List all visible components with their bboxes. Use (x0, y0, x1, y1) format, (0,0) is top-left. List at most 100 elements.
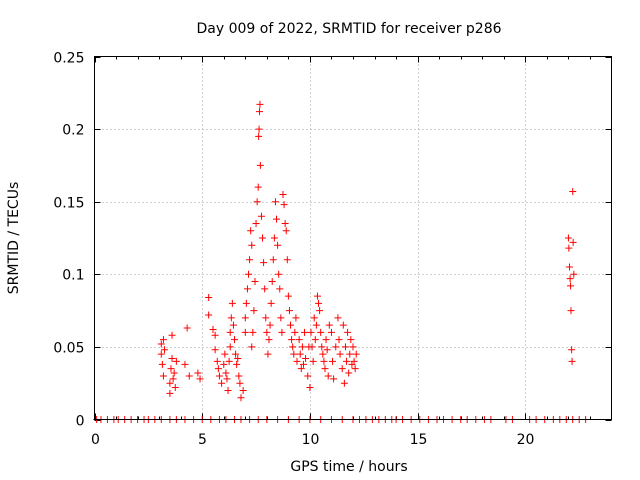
data-point (183, 324, 191, 332)
y-axis-label: SRMTID / TECUs (6, 182, 22, 295)
data-point (222, 369, 230, 377)
data-point (280, 201, 288, 209)
data-point (271, 198, 279, 206)
data-point (319, 350, 327, 358)
data-point (226, 328, 234, 336)
data-point (205, 311, 213, 319)
data-point (334, 314, 342, 322)
x-tick-label: 0 (91, 432, 100, 448)
data-point (241, 314, 249, 322)
data-point (329, 357, 337, 365)
data-point (268, 278, 276, 286)
data-point (248, 241, 256, 249)
data-point (323, 346, 331, 354)
data-point (349, 343, 357, 351)
x-tick-labels: 0 5 10 15 20 (91, 432, 534, 448)
data-point (161, 346, 169, 354)
data-point (287, 321, 295, 329)
data-point (347, 336, 355, 344)
data-point (302, 355, 310, 363)
data-point (205, 294, 213, 302)
data-point (324, 372, 332, 380)
data-point (341, 343, 349, 351)
data-point (247, 227, 255, 235)
data-point (185, 372, 193, 380)
data-point (220, 360, 228, 368)
data-point (285, 307, 293, 315)
data-point (322, 336, 330, 344)
data-point (281, 219, 289, 227)
data-point (225, 357, 233, 365)
data-point (252, 219, 260, 227)
y-tick-label: 0.05 (53, 341, 84, 357)
data-point (211, 331, 219, 339)
data-point (564, 234, 572, 242)
chart-title: Day 009 of 2022, SRMTID for receiver p28… (196, 21, 501, 37)
data-point (257, 212, 265, 220)
data-point (159, 372, 167, 380)
data-point (565, 263, 573, 271)
data-point (567, 282, 575, 290)
data-point (310, 314, 318, 322)
data-point (274, 241, 282, 249)
data-point (565, 244, 573, 252)
data-point (292, 314, 300, 322)
data-point (241, 328, 249, 336)
data-point (255, 125, 263, 133)
data-point (270, 234, 278, 242)
data-point (338, 365, 346, 373)
data-point (296, 350, 304, 358)
data-point (289, 343, 297, 351)
data-point (346, 350, 354, 358)
x-tick-label: 20 (517, 432, 535, 448)
data-point (242, 299, 250, 307)
x-tick-label: 10 (302, 432, 320, 448)
data-point (264, 350, 272, 358)
data-point (332, 343, 340, 351)
data-point (269, 256, 277, 264)
data-point (343, 357, 351, 365)
data-point (318, 343, 326, 351)
y-tick-labels: 0 0.05 0.1 0.15 0.2 0.25 (53, 51, 84, 430)
data-point (243, 285, 251, 293)
data-point (350, 357, 358, 365)
data-point (569, 188, 577, 196)
data-point (256, 108, 264, 116)
data-point (248, 343, 256, 351)
data-point (250, 307, 258, 315)
data-point (570, 270, 578, 278)
data-point (298, 343, 306, 351)
y-tick-label: 0 (76, 414, 85, 430)
data-point (277, 314, 285, 322)
y-tick-label: 0.2 (62, 123, 84, 139)
data-point (290, 350, 298, 358)
data-point (158, 360, 166, 368)
data-point (568, 357, 576, 365)
data-point (317, 328, 325, 336)
data-point (259, 234, 267, 242)
data-point (266, 321, 274, 329)
data-point (273, 215, 281, 223)
y-tick-label: 0.1 (62, 268, 84, 284)
data-point (313, 292, 321, 300)
data-point (568, 346, 576, 354)
x-tick-label: 15 (410, 432, 428, 448)
data-point (306, 384, 314, 392)
data-point (352, 350, 360, 358)
grid-lines (94, 56, 612, 420)
data-point (312, 321, 320, 329)
data-point (291, 328, 299, 336)
data-points (93, 100, 590, 423)
data-point (567, 307, 575, 315)
data-point (157, 340, 165, 348)
x-tick-label: 5 (198, 432, 207, 448)
data-point (279, 190, 287, 198)
data-point (345, 369, 353, 377)
data-point (196, 375, 204, 383)
data-point (295, 336, 303, 344)
data-point (335, 336, 343, 344)
data-point (304, 372, 312, 380)
data-point (181, 360, 189, 368)
data-point (327, 328, 335, 336)
